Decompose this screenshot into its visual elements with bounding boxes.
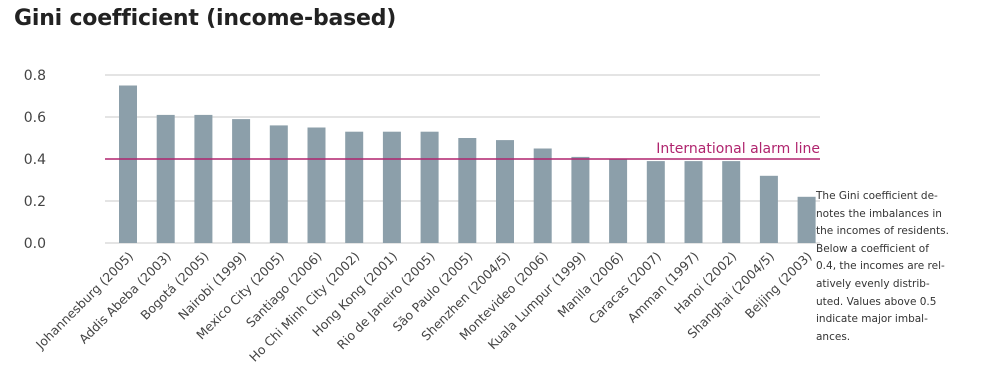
- bar: [533, 148, 552, 243]
- bar: [119, 85, 137, 243]
- chart-note: The Gini coefficient de- notes the imbal…: [816, 190, 949, 343]
- reference-line-group: International alarm line: [105, 141, 820, 160]
- y-tick-label: 0.0: [24, 236, 46, 252]
- chart-title: Gini coefficient (income-based): [14, 6, 397, 31]
- bar: [797, 196, 816, 243]
- y-tick-label: 0.8: [24, 68, 46, 84]
- bar: [420, 131, 439, 243]
- y-axis-ticks: 0.0 0.2 0.4 0.6 0.8: [24, 68, 46, 252]
- x-tick-label: Manila (2006): [554, 249, 626, 321]
- bar: [345, 131, 364, 243]
- bar: [382, 131, 401, 243]
- reference-line-label: International alarm line: [656, 141, 820, 157]
- bar: [609, 159, 628, 243]
- y-tick-label: 0.4: [24, 152, 46, 168]
- bar: [684, 161, 703, 243]
- bar: [156, 114, 175, 244]
- bar: [571, 156, 590, 243]
- bar: [496, 140, 514, 243]
- bar: [194, 114, 213, 244]
- x-tick-label: Beijing (2003): [742, 249, 815, 322]
- y-tick-label: 0.2: [24, 194, 46, 210]
- bar: [269, 125, 288, 243]
- bar: [232, 119, 251, 243]
- bar: [307, 127, 326, 243]
- bar: [458, 138, 477, 243]
- bar: [722, 161, 741, 243]
- bar: [646, 161, 665, 243]
- x-axis-ticks: Johannesburg (2005)Addis Abeba (2003)Bog…: [32, 249, 815, 365]
- y-tick-label: 0.6: [24, 110, 46, 126]
- bars: [119, 85, 816, 244]
- bar: [759, 175, 778, 243]
